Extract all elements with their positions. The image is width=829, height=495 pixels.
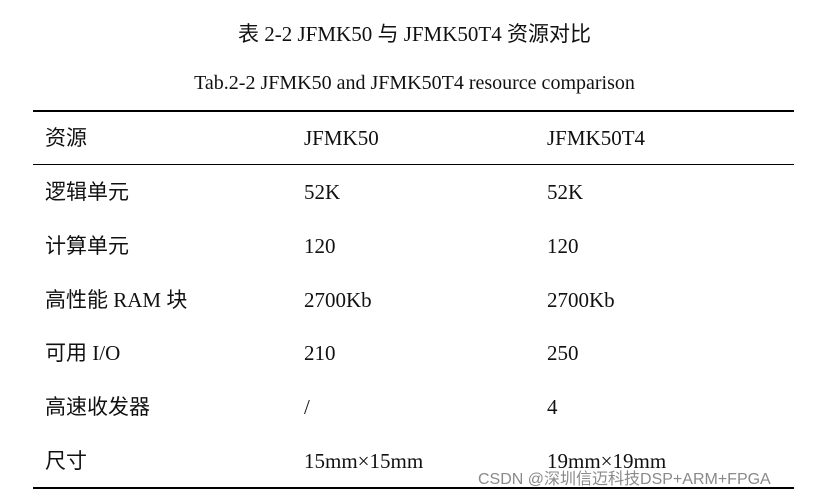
table-cell: 逻辑单元 (45, 180, 129, 204)
table-cell: 2700Kb (547, 287, 615, 312)
table-cell: 可用 I/O (45, 341, 121, 366)
header-cell: 资源 (45, 126, 87, 150)
table-cell: 15mm×15mm (304, 449, 424, 473)
table-cell: 计算单元 (45, 233, 129, 258)
table-cell: 52K (547, 180, 584, 204)
table-cell: 尺寸 (45, 449, 87, 473)
table-cell: 19mm×19mm (547, 449, 667, 473)
table-cell: 2700Kb (304, 287, 372, 312)
table-cell: 4 (547, 395, 558, 420)
watermark: CSDN @深圳信迈科技DSP+ARM+FPGA (478, 471, 771, 488)
header-cell: JFMK50 (304, 126, 379, 150)
table-cell: 120 (304, 233, 336, 258)
top-rule (33, 110, 794, 112)
subtitle: Tab.2-2 JFMK50 and JFMK50T4 resource com… (194, 72, 635, 94)
title: 表 2-2 JFMK50 与 JFMK50T4 资源对比 (238, 22, 591, 46)
table-cell: 210 (304, 341, 336, 366)
table-cell: 250 (547, 341, 579, 366)
table-cell: 高速收发器 (45, 395, 150, 420)
header-rule (33, 164, 794, 165)
bottom-rule (33, 487, 794, 489)
table-cell: 52K (304, 180, 341, 204)
table-cell: / (304, 395, 310, 420)
header-cell: JFMK50T4 (547, 126, 646, 150)
table-cell: 120 (547, 233, 579, 258)
table-cell: 高性能 RAM 块 (45, 287, 188, 312)
